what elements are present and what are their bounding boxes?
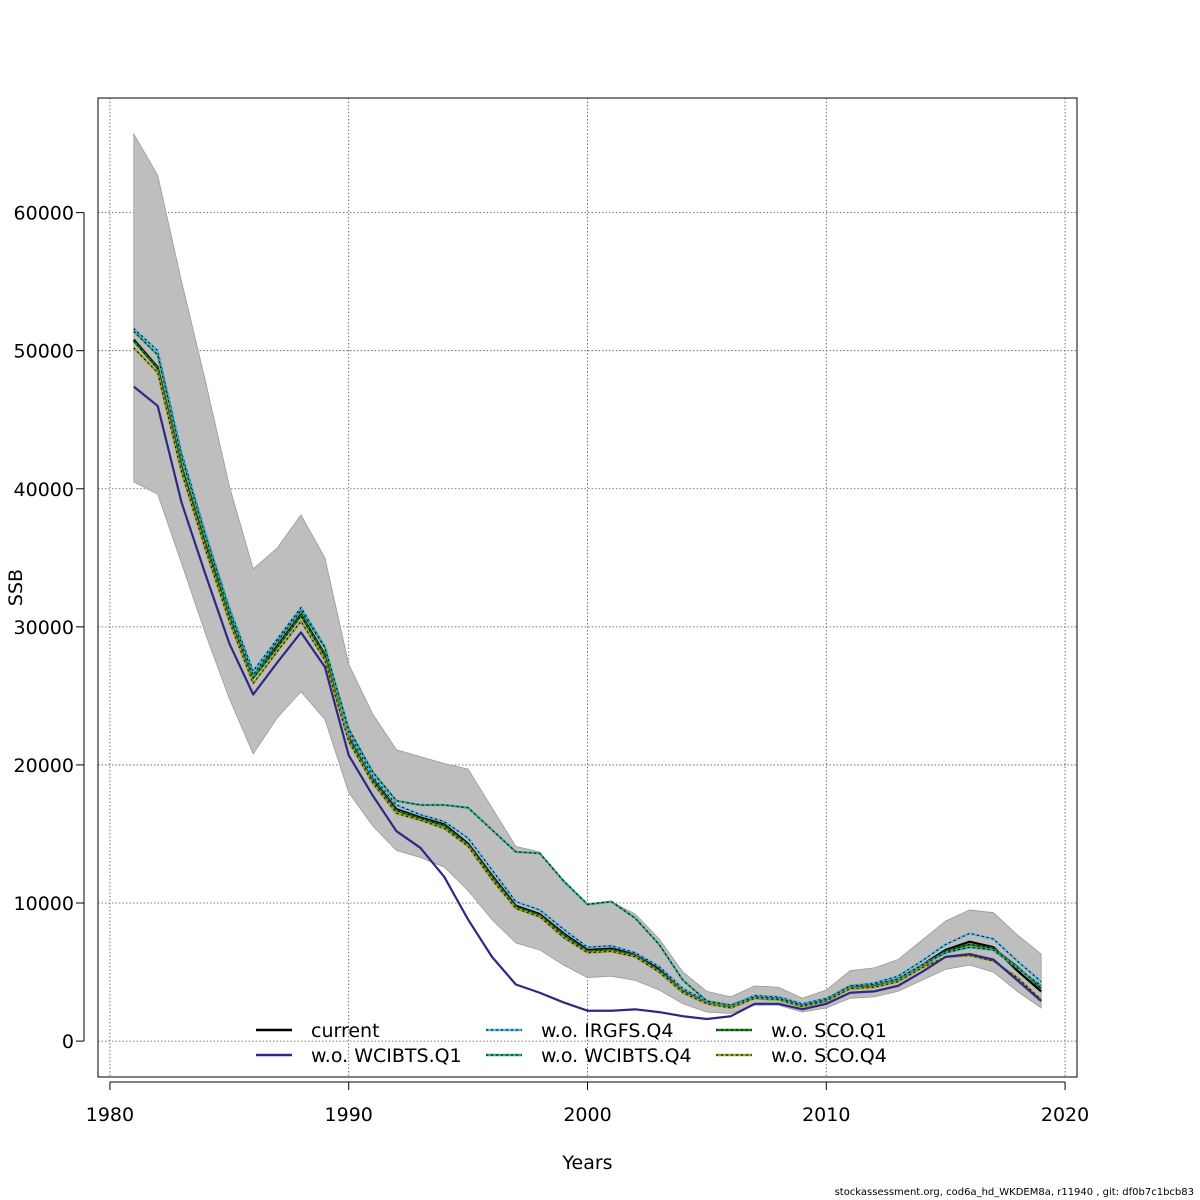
x-tick-label: 1980 [86,1104,134,1126]
y-tick-label: 50000 [14,341,74,363]
x-tick-label: 1990 [325,1104,373,1126]
legend-entry-w-o-wcibts-q1: w.o. WCIBTS.Q1 [256,1045,462,1067]
y-tick-label: 60000 [14,203,74,225]
plot-frame [97,97,1078,1078]
footer-credit: stockassessment.org, cod6a_hd_WKDEM8a, r… [834,1187,1194,1198]
x-tick-label: 2020 [1041,1104,1089,1126]
y-tick-label: 0 [62,1031,74,1053]
legend-label: w.o. SCO.Q1 [771,1020,887,1042]
x-tick-label: 2000 [563,1104,611,1126]
confidence-band-area [133,132,1042,1014]
legend-entry-w-o-irgfs-q4: w.o. IRGFS.Q4 [486,1020,673,1042]
series-lines [132,327,1042,1021]
legend-entry-w-o-wcibts-q4: w.o. WCIBTS.Q4 [486,1045,692,1067]
series-line-w-o-sco-q4 [133,347,1042,1010]
confidence-band [133,132,1042,1014]
y-axis-label: SSB [5,569,27,606]
x-axis-label: Years [561,1152,612,1174]
y-tick-label: 10000 [14,893,74,915]
legend-entry-current: current [256,1020,380,1042]
y-axis: 0 10000 20000 30000 40000 50000 60000 [14,203,85,1053]
legend-entry-w-o-sco-q4: w.o. SCO.Q4 [716,1045,887,1067]
legend-label: current [311,1020,380,1042]
x-axis: 1980 1990 2000 2010 2020 [86,1081,1089,1126]
legend-label: w.o. SCO.Q4 [771,1045,887,1067]
legend-label: w.o. WCIBTS.Q1 [311,1045,462,1067]
legend-label: w.o. WCIBTS.Q4 [541,1045,692,1067]
legend: current w.o. WCIBTS.Q1 w.o. IRGFS.Q4 w.o. W… [256,1020,887,1067]
series-line-w-o-wcibts-q4-dash [133,331,1042,1006]
legend-label: w.o. IRGFS.Q4 [541,1020,673,1042]
y-tick-label: 40000 [14,479,74,501]
y-tick-label: 30000 [14,617,74,639]
series-line-w-o-irgfs-q4-dash [133,328,1042,1006]
y-tick-label: 20000 [14,755,74,777]
legend-entry-w-o-sco-q1: w.o. SCO.Q1 [716,1020,887,1042]
x-tick-label: 2010 [802,1104,850,1126]
series-line-w-o-wcibts-q1 [133,385,1042,1021]
